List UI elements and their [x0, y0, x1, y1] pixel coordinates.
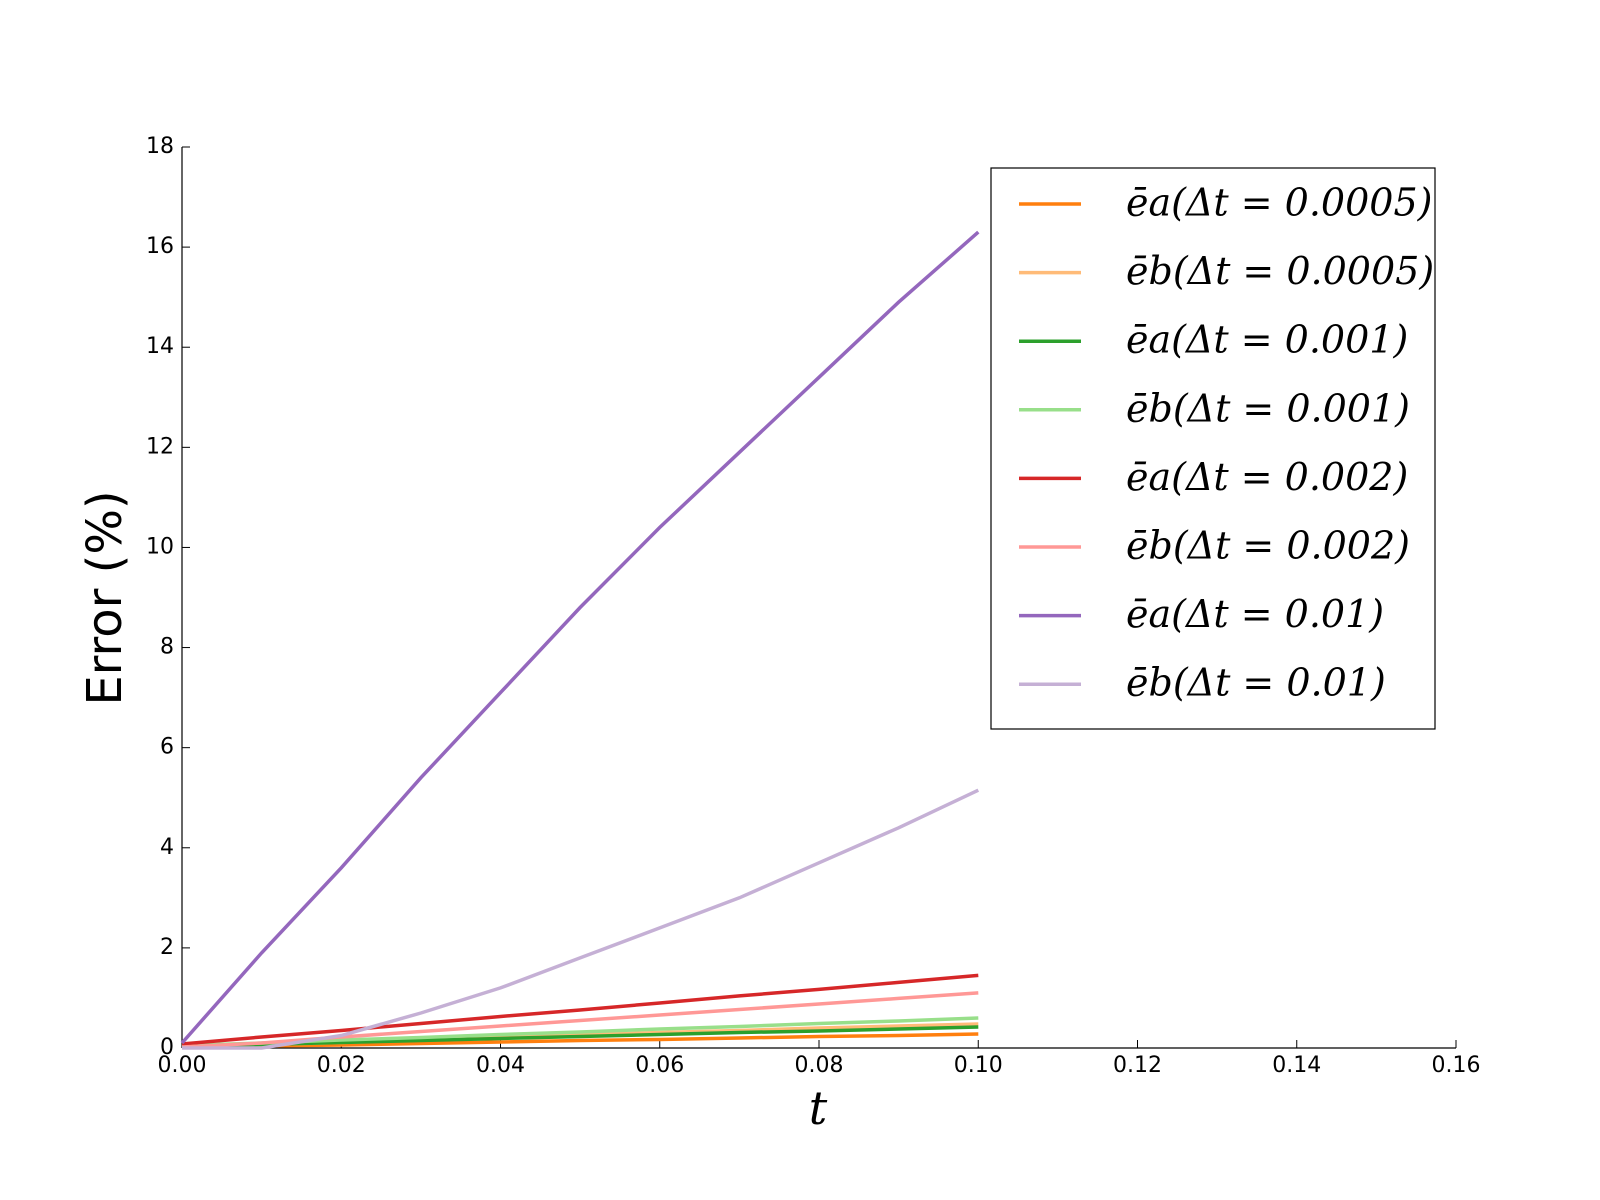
y-tick-label: 6: [160, 735, 174, 760]
legend-box: [990, 167, 1436, 730]
y-tick-label: 4: [160, 835, 174, 860]
y-tick-label: 2: [160, 935, 174, 960]
data-line: [182, 788, 980, 1050]
legend-label: ēb(Δt = 0.01): [1126, 661, 1386, 705]
x-tick-label: 0.14: [1272, 1053, 1321, 1078]
data-line: [181, 1025, 979, 1049]
legend-label: ēa(Δt = 0.001): [1126, 318, 1408, 362]
data-line: [181, 973, 979, 1046]
x-tick-label: 0.02: [317, 1053, 366, 1078]
x-tick-label: 0.10: [954, 1053, 1003, 1078]
x-tick-label: 0.04: [476, 1053, 525, 1078]
y-axis-label: Error (%): [77, 490, 133, 705]
legend: ēa(Δt = 0.0005) ēb(Δt = 0.0005) ēa(Δt = 0.…: [990, 167, 1436, 730]
legend-label: ēa(Δt = 0.01): [1126, 592, 1384, 636]
legend-label: ēb(Δt = 0.001): [1126, 386, 1410, 430]
y-tick-label: 16: [146, 234, 174, 259]
legend-label: ēa(Δt = 0.0005): [1126, 181, 1432, 225]
y-tick-label: 12: [146, 434, 174, 459]
x-axis-label: t: [809, 1081, 828, 1135]
x-tick-label: 0.12: [1113, 1053, 1162, 1078]
y-tick-label: 8: [160, 635, 174, 660]
x-tick-label: 0.06: [635, 1053, 684, 1078]
legend-label: ēb(Δt = 0.0005): [1126, 249, 1434, 293]
x-tick-label: 0.16: [1432, 1053, 1481, 1078]
legend-label: ēa(Δt = 0.002): [1126, 455, 1408, 499]
data-line: [181, 1032, 979, 1050]
x-tick-label: 0.00: [158, 1053, 207, 1078]
y-tick-label: 18: [146, 134, 174, 159]
y-tick-label: 0: [160, 1035, 174, 1060]
y-tick-label: 14: [146, 334, 174, 359]
data-line: [180, 230, 980, 1045]
legend-label: ēb(Δt = 0.002): [1126, 524, 1410, 568]
y-tick-label: 10: [146, 534, 174, 559]
x-tick-label: 0.08: [795, 1053, 844, 1078]
